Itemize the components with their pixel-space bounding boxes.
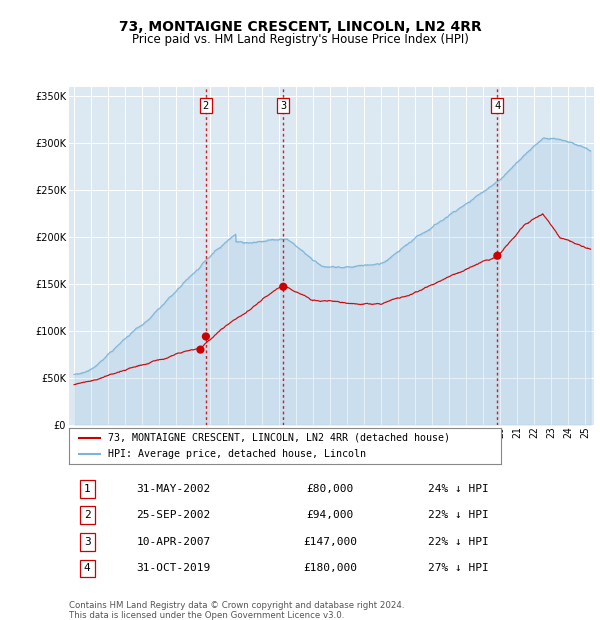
Text: 24% ↓ HPI: 24% ↓ HPI: [428, 484, 488, 494]
Text: Price paid vs. HM Land Registry's House Price Index (HPI): Price paid vs. HM Land Registry's House …: [131, 33, 469, 46]
Text: £147,000: £147,000: [303, 537, 357, 547]
Text: 22% ↓ HPI: 22% ↓ HPI: [428, 537, 488, 547]
Text: £180,000: £180,000: [303, 564, 357, 574]
Text: 22% ↓ HPI: 22% ↓ HPI: [428, 510, 488, 520]
Text: 25-SEP-2002: 25-SEP-2002: [136, 510, 211, 520]
Text: 31-MAY-2002: 31-MAY-2002: [136, 484, 211, 494]
Text: 3: 3: [280, 100, 286, 110]
Point: [493, 250, 502, 260]
Text: £94,000: £94,000: [307, 510, 353, 520]
Text: 31-OCT-2019: 31-OCT-2019: [136, 564, 211, 574]
Text: 10-APR-2007: 10-APR-2007: [136, 537, 211, 547]
Text: 3: 3: [84, 537, 91, 547]
Text: 4: 4: [494, 100, 500, 110]
Text: 4: 4: [84, 564, 91, 574]
Text: 2: 2: [203, 100, 209, 110]
Text: 73, MONTAIGNE CRESCENT, LINCOLN, LN2 4RR (detached house): 73, MONTAIGNE CRESCENT, LINCOLN, LN2 4RR…: [108, 433, 450, 443]
Point: [196, 345, 205, 355]
Text: 2: 2: [84, 510, 91, 520]
Point: [201, 332, 211, 342]
Text: 27% ↓ HPI: 27% ↓ HPI: [428, 564, 488, 574]
Point: [278, 281, 288, 291]
Text: £80,000: £80,000: [307, 484, 353, 494]
Text: HPI: Average price, detached house, Lincoln: HPI: Average price, detached house, Linc…: [108, 449, 366, 459]
Text: 1: 1: [84, 484, 91, 494]
Text: This data is licensed under the Open Government Licence v3.0.: This data is licensed under the Open Gov…: [69, 611, 344, 620]
Text: 73, MONTAIGNE CRESCENT, LINCOLN, LN2 4RR: 73, MONTAIGNE CRESCENT, LINCOLN, LN2 4RR: [119, 20, 481, 34]
Text: Contains HM Land Registry data © Crown copyright and database right 2024.: Contains HM Land Registry data © Crown c…: [69, 601, 404, 611]
